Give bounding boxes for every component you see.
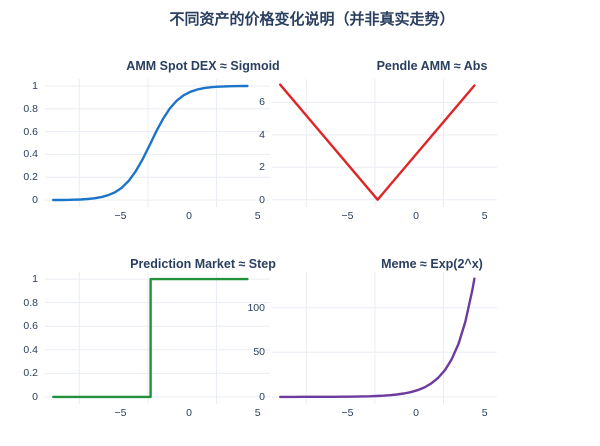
y-tick-label: 0 [259,390,265,403]
subplot-title-pendle-abs: Pendle AMM ≈ Abs [376,59,488,73]
y-tick-label: 6 [259,96,265,109]
step-curve [52,277,249,399]
subplot-prediction-step [45,272,270,404]
meme-curve [279,277,476,399]
y-tick-label: 1 [32,79,38,92]
y-tick-label: 0 [32,390,38,403]
y-tick-label: 100 [247,301,265,314]
x-tick-label: −5 [114,210,127,222]
sigmoid-curve [52,84,249,202]
y-tick-label: 0 [259,193,265,206]
subplot-title-meme-exp: Meme ≈ Exp(2^x) [381,257,483,271]
x-tick-label: 5 [481,210,488,222]
y-tick-label: 0.2 [23,367,38,380]
y-tick-label: 0.6 [23,125,38,138]
y-tick-label: 0.2 [23,171,38,184]
y-tick-label: 4 [259,128,265,141]
x-tick-label: 5 [254,210,261,222]
subplot-title-amm-sigmoid: AMM Spot DEX ≈ Sigmoid [126,59,280,73]
x-tick-label: −5 [341,210,354,222]
y-tick-label: 2 [259,161,265,174]
figure-title: 不同资产的价格变化说明（并非真实走势） [169,11,455,28]
x-tick-label: −5 [114,407,127,419]
x-tick-label: −5 [341,407,354,419]
x-tick-label: 0 [413,407,419,419]
y-tick-label: 0.6 [23,319,38,332]
abs-curve [279,83,476,201]
subplot-meme-exp [272,272,497,404]
y-tick-label: 0.8 [23,102,38,115]
x-tick-label: 0 [186,407,192,419]
x-tick-label: 5 [481,407,488,419]
x-tick-label: 0 [413,210,419,222]
x-tick-label: 0 [186,210,192,222]
y-tick-label: 0.4 [23,343,38,356]
subplot-title-prediction-step: Prediction Market ≈ Step [130,257,276,271]
y-tick-label: 1 [32,272,38,285]
y-tick-label: 0.4 [23,148,38,161]
y-tick-label: 50 [253,346,265,359]
y-tick-label: 0 [32,193,38,206]
subplot-pendle-abs [272,79,497,207]
subplot-amm-sigmoid [45,79,270,207]
x-tick-label: 5 [254,407,261,419]
y-tick-label: 0.8 [23,296,38,309]
